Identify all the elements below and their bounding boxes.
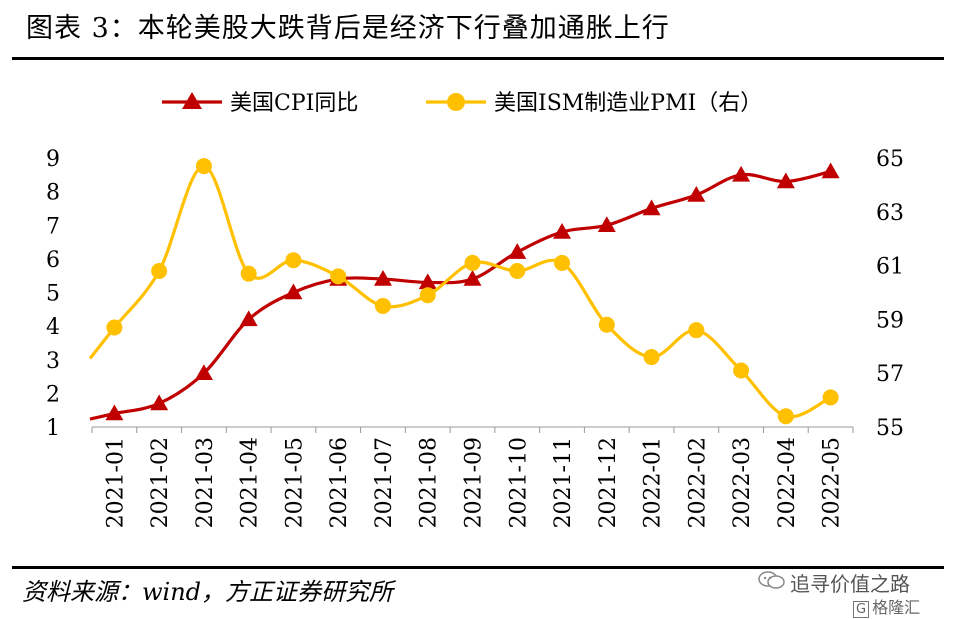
x-tick-label: 2022-01: [641, 437, 666, 528]
pmi-point-marker: [195, 158, 212, 175]
cpi-point-marker: [597, 216, 616, 232]
pmi-point-marker: [106, 319, 123, 336]
brand-logo-box: G: [853, 601, 870, 618]
x-tick-label: 2021-05: [282, 437, 307, 528]
pmi-point-marker: [374, 297, 391, 314]
x-tick-label: 2022-05: [820, 437, 845, 528]
pmi-point-marker: [151, 262, 168, 279]
chart-title: 图表 3：本轮美股大跌背后是经济下行叠加通胀上行: [26, 13, 670, 44]
wechat-icon: [758, 571, 785, 589]
watermark-brand: G 格隆汇: [853, 594, 920, 618]
pmi-point-marker: [688, 322, 705, 339]
right-y-tick-label: 57: [876, 362, 904, 387]
brand-name: 格隆汇: [872, 598, 921, 617]
legend-circle-marker: [447, 93, 465, 111]
x-tick-label: 2021-12: [596, 437, 621, 528]
cpi-point-marker: [687, 185, 706, 202]
right-y-tick-label: 55: [876, 416, 904, 441]
cpi-point-marker: [284, 283, 303, 300]
watermark-text: 追寻价值之路: [790, 572, 910, 596]
cpi-point-marker: [463, 270, 482, 286]
cpi-point-marker: [508, 243, 527, 259]
x-tick-label: 2021-07: [372, 437, 397, 528]
x-tick-label: 2022-03: [730, 437, 755, 528]
left-y-tick-label: 5: [46, 282, 60, 307]
chart-legend: 美国CPI同比 美国ISM制造业PMI（右）: [162, 91, 762, 116]
x-tick-label: 2021-08: [417, 437, 442, 528]
line-chart: 美国CPI同比 美国ISM制造业PMI（右） 2021-01 2021-02 2021…: [46, 91, 904, 528]
x-tick-label: 2021-10: [506, 437, 531, 528]
left-y-tick-label: 7: [46, 214, 60, 239]
cpi-point-marker: [239, 310, 258, 327]
chart-axes: 2021-01 2021-02 2021-03 2021-04 2021-05 2021-…: [46, 147, 904, 528]
x-tick-label: 2021-01: [103, 437, 128, 528]
left-y-tick-label: 6: [46, 248, 60, 273]
pmi-point-marker: [509, 262, 526, 279]
bottom-rule: [12, 566, 944, 569]
watermark: 追寻价值之路 G 格隆汇: [758, 568, 948, 618]
cpi-point-marker: [373, 270, 392, 286]
source-note: 资料来源：wind，方正证券研究所: [22, 578, 394, 606]
left-y-tick-label: 2: [46, 382, 60, 407]
left-y-tick-label: 8: [46, 181, 60, 206]
right-y-tick-label: 61: [876, 255, 904, 280]
right-y-tick-label: 65: [876, 147, 904, 172]
pmi-point-marker: [777, 408, 794, 425]
cpi-point-marker: [776, 172, 795, 189]
right-y-tick-label: 59: [876, 308, 904, 333]
x-tick-label: 2021-04: [238, 437, 263, 528]
x-tick-label: 2021-09: [462, 437, 487, 528]
x-tick-label: 2021-11: [551, 437, 576, 528]
x-tick-label: 2022-02: [685, 437, 710, 528]
pmi-point-marker: [464, 254, 481, 271]
x-tick-label: 2021-02: [148, 437, 173, 528]
chart-series: [88, 158, 840, 425]
pmi-point-marker: [554, 254, 571, 271]
x-tick-label: 2021-06: [327, 437, 352, 528]
pmi-point-marker: [643, 349, 660, 366]
left-y-tick-label: 4: [46, 315, 60, 340]
legend-label: 美国ISM制造业PMI（右）: [494, 91, 762, 116]
cpi-series-line: [89, 169, 831, 421]
cpi-point-marker: [642, 199, 661, 216]
pmi-point-marker: [330, 268, 347, 285]
pmi-point-marker: [822, 389, 839, 406]
pmi-point-marker: [733, 362, 750, 379]
legend-triangle-marker: [182, 92, 202, 109]
cpi-point-marker: [821, 162, 840, 179]
left-y-tick-label: 9: [46, 147, 60, 172]
pmi-point-marker: [419, 287, 436, 304]
cpi-point-marker: [553, 222, 572, 239]
x-tick-label: 2021-03: [193, 437, 218, 528]
left-y-tick-label: 3: [46, 349, 60, 374]
pmi-point-marker: [240, 265, 257, 282]
x-tick-label: 2022-04: [775, 437, 800, 528]
cpi-point-marker: [105, 404, 124, 421]
pmi-point-marker: [285, 252, 302, 269]
left-y-tick-label: 1: [46, 416, 60, 441]
right-y-tick-label: 63: [876, 201, 904, 226]
pmi-point-marker: [598, 316, 615, 333]
legend-label: 美国CPI同比: [230, 91, 358, 116]
cpi-point-marker: [418, 273, 437, 290]
cpi-point-marker: [194, 364, 213, 380]
top-rule: [12, 57, 944, 60]
cpi-point-marker: [150, 394, 169, 411]
cpi-point-marker: [732, 165, 751, 182]
